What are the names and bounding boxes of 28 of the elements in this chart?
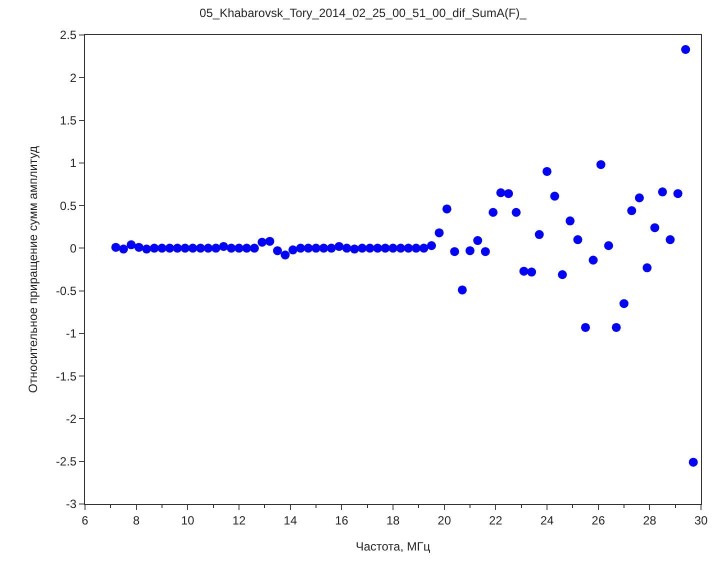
y-tick-label: -1.5 (56, 369, 77, 384)
y-axis-title: Относительное приращение сумм амплитуд (26, 146, 40, 394)
x-tick-label: 14 (284, 513, 298, 528)
y-tick-label: 0.5 (60, 198, 77, 213)
x-tick-label: 28 (642, 513, 657, 528)
y-tick-label: -0.5 (56, 284, 77, 298)
x-tick-label: 26 (592, 513, 606, 528)
y-tick-label: 1.5 (60, 113, 77, 128)
x-tick-label: 6 (82, 513, 89, 528)
x-tick-label: 12 (232, 513, 246, 528)
y-tick-label: -1 (66, 326, 77, 341)
x-tick-label: 18 (386, 513, 400, 528)
y-tick-label: 0 (70, 241, 77, 256)
y-tick-label: -2 (66, 412, 77, 426)
x-tick-label: 20 (438, 513, 452, 528)
y-tick-label: 2 (70, 70, 77, 85)
x-tick-label: 16 (334, 513, 349, 528)
chart-title: 05_Khabarovsk_Tory_2014_02_25_00_51_00_dif_SumA(F)_ (200, 6, 527, 20)
x-tick-label: 30 (694, 513, 708, 528)
x-tick-label: 8 (132, 513, 140, 528)
x-tick-label: 24 (540, 513, 554, 528)
x-axis-title: Частота, МГц (356, 539, 430, 554)
y-tick-label: -3 (66, 497, 77, 512)
y-tick-label: 1 (70, 156, 77, 170)
x-tick-label: 10 (180, 513, 195, 528)
x-tick-label: 22 (488, 513, 503, 528)
y-tick-label: 2.5 (60, 28, 77, 42)
y-tick-label: -2.5 (56, 454, 77, 469)
